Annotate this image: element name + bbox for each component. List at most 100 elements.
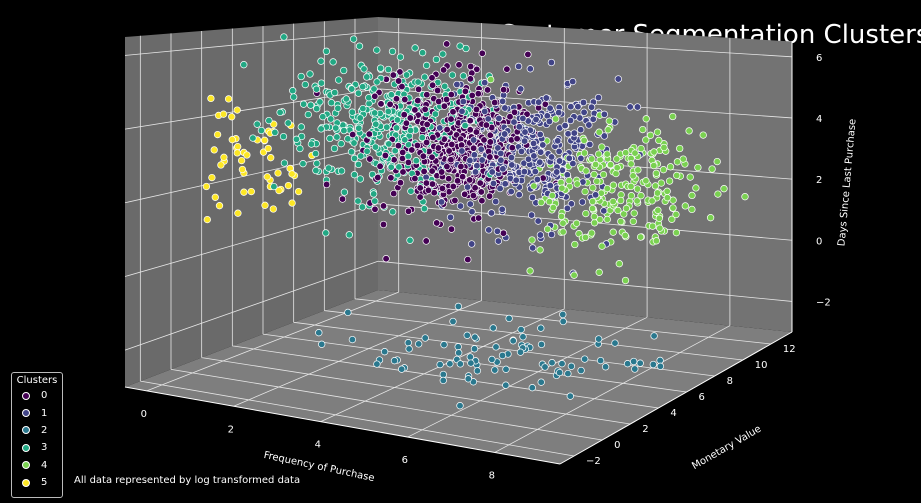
data-point-cluster-3 <box>270 182 278 191</box>
data-point-cluster-2 <box>537 340 546 349</box>
grid-z-back <box>377 203 793 241</box>
grid-z-side <box>124 260 379 351</box>
data-point-cluster-3 <box>355 124 363 132</box>
grid-x-floor <box>494 325 731 453</box>
data-point-cluster-0 <box>404 207 413 215</box>
data-point-cluster-3 <box>411 44 419 52</box>
data-point-cluster-2 <box>555 368 564 377</box>
data-point-cluster-1 <box>530 152 538 160</box>
data-point-cluster-1 <box>600 207 608 215</box>
data-point-cluster-4 <box>650 161 658 170</box>
data-point-cluster-4 <box>603 215 611 224</box>
grid-y-floor <box>201 357 631 425</box>
data-point-cluster-3 <box>345 231 353 239</box>
data-point-cluster-3 <box>441 82 449 90</box>
data-point-cluster-3 <box>271 128 279 137</box>
data-point-cluster-0 <box>374 173 382 182</box>
data-point-cluster-0 <box>447 156 455 164</box>
legend-item-1: 1 <box>12 404 62 421</box>
data-point-cluster-0 <box>464 255 472 264</box>
data-point-cluster-0 <box>416 184 424 192</box>
data-point-cluster-2 <box>502 381 510 389</box>
data-point-cluster-5 <box>288 170 296 178</box>
data-point-cluster-4 <box>630 209 638 217</box>
data-point-cluster-1 <box>536 158 544 166</box>
data-point-cluster-2 <box>541 363 549 371</box>
data-point-cluster-0 <box>379 202 388 210</box>
data-point-cluster-1 <box>569 77 577 86</box>
data-point-cluster-2 <box>390 357 399 365</box>
data-point-cluster-1 <box>489 179 498 188</box>
data-point-cluster-2 <box>581 355 589 363</box>
data-point-cluster-1 <box>555 157 564 165</box>
data-point-cluster-4 <box>596 215 604 224</box>
data-point-cluster-0 <box>371 92 379 100</box>
data-point-cluster-1 <box>633 103 642 111</box>
data-point-cluster-3 <box>249 134 257 142</box>
data-point-cluster-0 <box>466 75 475 83</box>
data-point-cluster-3 <box>276 108 284 117</box>
data-point-cluster-1 <box>578 198 587 206</box>
data-point-cluster-5 <box>234 142 242 151</box>
data-point-cluster-0 <box>428 81 437 89</box>
data-point-cluster-4 <box>573 180 581 188</box>
data-point-cluster-0 <box>399 168 407 176</box>
data-point-cluster-4 <box>621 276 630 285</box>
data-point-cluster-3 <box>389 208 397 216</box>
data-point-cluster-1 <box>534 217 542 225</box>
data-point-cluster-0 <box>387 174 395 182</box>
data-point-cluster-5 <box>260 136 269 144</box>
data-point-cluster-0 <box>486 153 494 161</box>
data-point-cluster-3 <box>383 123 391 131</box>
data-point-cluster-1 <box>507 153 516 162</box>
data-point-cluster-2 <box>516 348 525 356</box>
data-point-cluster-3 <box>313 159 321 168</box>
data-point-cluster-2 <box>405 345 413 353</box>
data-note: All data represented by log transformed … <box>74 475 301 486</box>
data-point-cluster-4 <box>653 189 662 197</box>
data-point-cluster-1 <box>539 141 547 149</box>
data-point-cluster-1 <box>466 200 474 208</box>
data-point-cluster-1 <box>514 62 523 71</box>
data-point-cluster-3 <box>292 135 301 143</box>
data-point-cluster-4 <box>559 228 567 236</box>
data-point-cluster-2 <box>348 335 357 344</box>
legend-marker <box>22 409 30 418</box>
data-point-cluster-3 <box>363 73 371 81</box>
data-point-cluster-4 <box>599 170 608 179</box>
data-point-cluster-4 <box>668 215 676 223</box>
data-point-cluster-1 <box>488 168 496 176</box>
data-point-cluster-3 <box>350 139 358 147</box>
data-point-cluster-4 <box>651 182 660 190</box>
data-point-cluster-3 <box>456 42 464 50</box>
data-point-cluster-3 <box>296 144 304 153</box>
data-point-cluster-4 <box>621 231 629 240</box>
data-point-cluster-0 <box>401 95 409 104</box>
data-point-cluster-3 <box>371 109 379 117</box>
y-tick-label: 0 <box>614 440 620 451</box>
data-point-cluster-0 <box>476 179 484 187</box>
data-point-cluster-4 <box>559 219 567 227</box>
data-point-cluster-2 <box>650 332 658 340</box>
data-point-cluster-2 <box>630 357 638 366</box>
data-point-cluster-1 <box>565 154 573 162</box>
data-point-cluster-0 <box>506 113 514 121</box>
data-point-cluster-2 <box>611 339 619 347</box>
data-point-cluster-0 <box>480 136 488 144</box>
data-point-cluster-4 <box>655 136 663 145</box>
data-point-cluster-0 <box>445 175 453 183</box>
data-point-cluster-4 <box>537 198 545 207</box>
data-point-cluster-4 <box>545 198 554 206</box>
data-point-cluster-4 <box>631 149 639 157</box>
data-point-cluster-4 <box>636 233 645 241</box>
data-point-cluster-4 <box>552 115 560 123</box>
data-point-cluster-4 <box>673 158 682 166</box>
data-point-cluster-4 <box>656 224 664 232</box>
data-point-cluster-4 <box>548 191 556 200</box>
data-point-cluster-4 <box>598 242 606 250</box>
grid-x-floor <box>407 316 648 438</box>
x-tick-label: 4 <box>315 440 321 451</box>
grid-z-side <box>124 145 379 204</box>
data-point-cluster-2 <box>415 340 423 348</box>
